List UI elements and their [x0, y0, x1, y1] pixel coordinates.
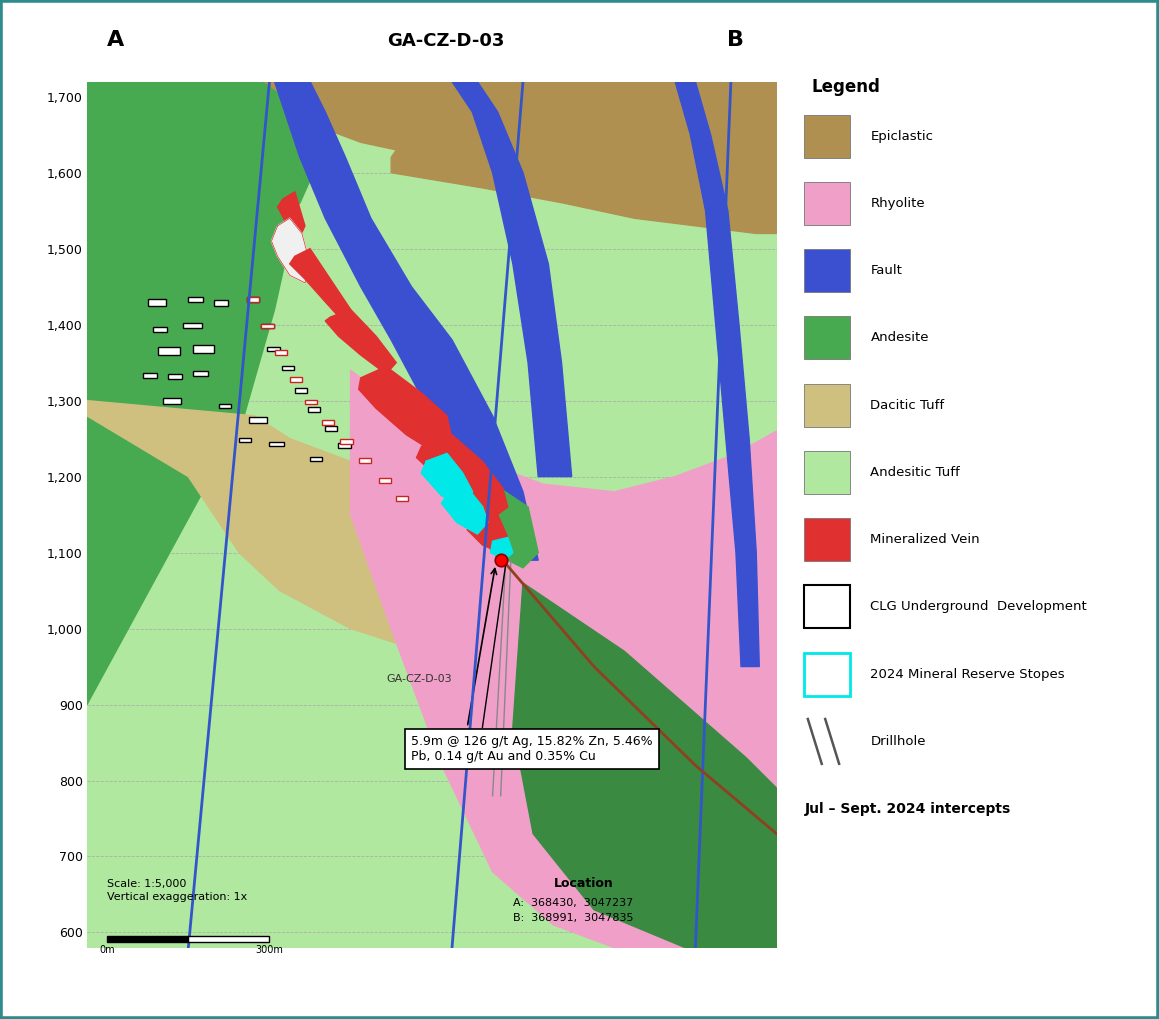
Bar — [322, 421, 334, 425]
Bar — [194, 345, 213, 353]
Bar — [249, 418, 268, 424]
FancyBboxPatch shape — [804, 114, 850, 158]
FancyBboxPatch shape — [804, 181, 850, 225]
Text: 5.9m @ 126 g/t Ag, 15.82% Zn, 5.46%
Pb, 0.14 g/t Au and 0.35% Cu: 5.9m @ 126 g/t Ag, 15.82% Zn, 5.46% Pb, … — [411, 735, 653, 763]
Polygon shape — [351, 370, 777, 948]
FancyBboxPatch shape — [804, 652, 850, 696]
Text: Location: Location — [554, 877, 614, 890]
Text: Jul – Sept. 2024 intercepts: Jul – Sept. 2024 intercepts — [804, 802, 1011, 815]
Polygon shape — [391, 82, 777, 233]
FancyBboxPatch shape — [804, 316, 850, 360]
Text: Rhyolite: Rhyolite — [870, 197, 925, 210]
Text: CLG Underground  Development: CLG Underground Development — [870, 600, 1087, 613]
Bar — [183, 323, 202, 328]
Text: GA-CZ-D-03: GA-CZ-D-03 — [387, 32, 505, 50]
Bar — [379, 478, 392, 483]
Bar — [239, 438, 252, 442]
Bar — [247, 298, 260, 302]
Bar — [309, 457, 322, 462]
Text: A: A — [108, 30, 124, 50]
Bar — [294, 388, 307, 393]
Text: 300m: 300m — [255, 946, 284, 956]
Polygon shape — [87, 82, 330, 256]
Polygon shape — [452, 82, 571, 477]
Polygon shape — [264, 82, 777, 165]
Bar — [308, 408, 320, 412]
Polygon shape — [290, 249, 351, 321]
Polygon shape — [442, 453, 538, 568]
Bar — [290, 377, 301, 382]
Polygon shape — [326, 310, 396, 374]
Bar — [305, 399, 318, 405]
Bar — [188, 297, 203, 302]
Polygon shape — [87, 400, 544, 659]
Bar — [359, 459, 371, 463]
Polygon shape — [275, 82, 538, 560]
Bar — [261, 324, 274, 328]
Bar — [153, 327, 167, 332]
Polygon shape — [87, 218, 260, 704]
Text: 0m: 0m — [100, 946, 115, 956]
Polygon shape — [512, 583, 777, 948]
Polygon shape — [87, 82, 290, 704]
FancyBboxPatch shape — [804, 249, 850, 292]
Bar — [143, 373, 156, 378]
Bar — [247, 298, 260, 302]
Polygon shape — [467, 515, 508, 552]
Text: 2024 Mineral Reserve Stopes: 2024 Mineral Reserve Stopes — [870, 667, 1065, 681]
Bar — [194, 371, 207, 376]
FancyBboxPatch shape — [804, 518, 850, 561]
Text: B:  368991,  3047835: B: 368991, 3047835 — [512, 913, 633, 923]
FancyBboxPatch shape — [804, 383, 850, 427]
Text: A:  368430,  3047237: A: 368430, 3047237 — [512, 898, 633, 908]
Bar — [168, 374, 182, 379]
Bar — [147, 299, 166, 306]
Polygon shape — [401, 82, 777, 211]
Bar — [219, 404, 231, 409]
Text: Fault: Fault — [870, 264, 903, 277]
Text: B: B — [728, 30, 744, 50]
Text: Andesite: Andesite — [870, 331, 928, 344]
Polygon shape — [675, 82, 759, 666]
Bar — [213, 301, 228, 306]
Polygon shape — [271, 218, 309, 283]
Bar — [269, 441, 284, 446]
Bar — [268, 346, 279, 352]
Bar — [396, 496, 408, 501]
FancyBboxPatch shape — [804, 585, 850, 629]
Bar — [326, 427, 337, 431]
Text: Legend: Legend — [811, 77, 880, 96]
Polygon shape — [416, 435, 508, 519]
Bar — [338, 443, 350, 447]
Bar — [188, 935, 269, 942]
Bar — [275, 351, 286, 355]
FancyBboxPatch shape — [804, 450, 850, 494]
Bar — [341, 439, 352, 444]
Polygon shape — [422, 453, 473, 503]
Bar — [282, 366, 294, 370]
Text: Vertical exaggeration: 1x: Vertical exaggeration: 1x — [107, 892, 248, 902]
Text: Mineralized Vein: Mineralized Vein — [870, 533, 981, 546]
Bar — [261, 324, 274, 328]
Text: Scale: 1:5,000: Scale: 1:5,000 — [107, 879, 187, 889]
Bar — [107, 935, 188, 942]
Text: Dacitic Tuff: Dacitic Tuff — [870, 398, 945, 412]
Polygon shape — [278, 192, 305, 242]
Text: GA-CZ-D-03: GA-CZ-D-03 — [386, 674, 452, 684]
Polygon shape — [359, 367, 452, 453]
Text: Drillhole: Drillhole — [870, 735, 926, 748]
Text: Andesitic Tuff: Andesitic Tuff — [870, 466, 960, 479]
Polygon shape — [442, 488, 488, 534]
Text: Epiclastic: Epiclastic — [870, 129, 933, 143]
Bar — [163, 398, 181, 405]
Bar — [158, 347, 181, 355]
Polygon shape — [490, 537, 512, 560]
